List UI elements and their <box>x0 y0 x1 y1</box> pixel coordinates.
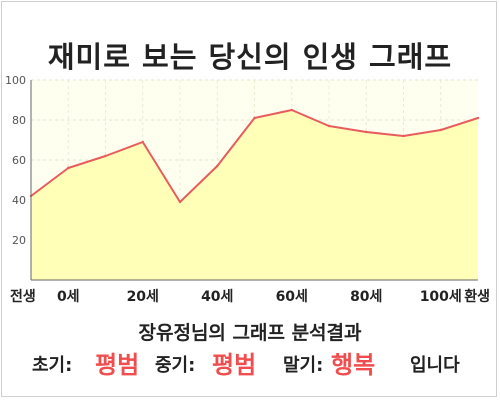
data-point <box>290 108 293 112</box>
series-area <box>31 110 478 280</box>
early-value: 평범 <box>95 351 140 379</box>
x-tick-label: 40세 <box>201 289 233 305</box>
data-point <box>365 130 368 134</box>
x-tick-label: 100세 <box>420 289 462 305</box>
y-tick-label: 20 <box>12 234 26 247</box>
y-tick-label: 80 <box>12 114 26 127</box>
late-value: 행복 <box>331 351 376 379</box>
x-tick-label: 전생 <box>10 288 36 305</box>
middle-label: 중기: <box>155 355 196 376</box>
data-point <box>67 166 70 170</box>
data-point <box>476 116 480 120</box>
data-point <box>327 124 331 128</box>
data-point <box>104 154 107 158</box>
analysis-title: 장유정님의 그래프 분석결과 <box>138 322 362 344</box>
x-tick-label: 80세 <box>350 289 382 305</box>
y-tick-label: 40 <box>12 194 26 207</box>
x-tick-label: 20세 <box>127 289 159 305</box>
data-point <box>439 128 442 132</box>
y-tick-label: 60 <box>12 154 26 167</box>
middle-value: 평범 <box>212 351 257 379</box>
data-point <box>216 164 219 168</box>
x-tick-label: 0세 <box>57 289 80 305</box>
data-point <box>253 116 256 120</box>
early-label: 초기: <box>32 355 73 376</box>
data-point <box>141 140 144 144</box>
y-tick-label: 100 <box>5 74 26 87</box>
x-tick-label: 60세 <box>276 289 308 305</box>
x-tick-label: 환생 <box>464 288 490 305</box>
late-label: 말기: <box>283 355 324 376</box>
analysis-result: 초기: 평범 중기: 평범 말기: 행복 입니다 <box>0 345 500 381</box>
chart-title: 재미로 보는 당신의 인생 그래프 <box>47 40 453 74</box>
ending-text: 입니다 <box>410 355 460 376</box>
data-point <box>178 200 182 204</box>
data-point <box>402 134 405 138</box>
